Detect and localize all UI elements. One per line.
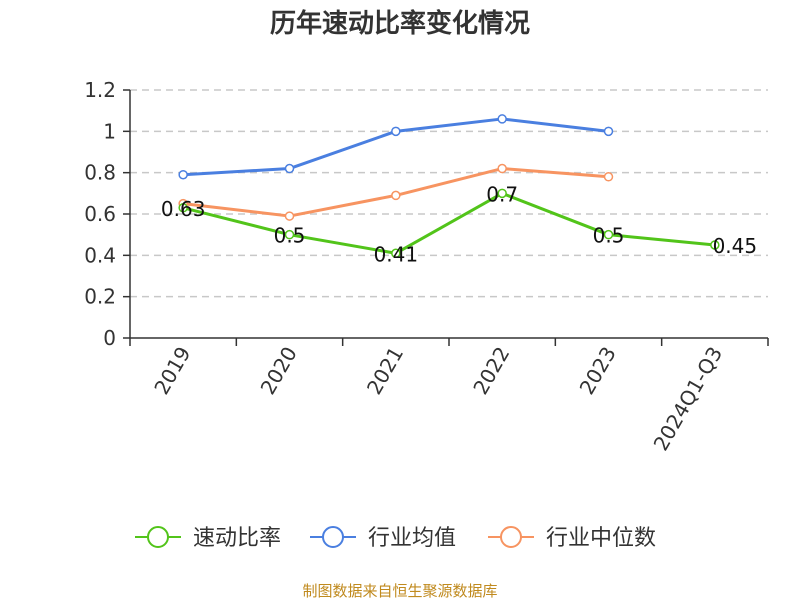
y-tick-label: 0.6 bbox=[84, 202, 116, 226]
data-point bbox=[498, 115, 506, 123]
x-tick-label: 2022 bbox=[468, 342, 514, 398]
legend-label: 行业中位数 bbox=[546, 526, 656, 551]
data-label: 0.45 bbox=[713, 234, 758, 258]
data-label: 0.7 bbox=[486, 182, 518, 206]
x-tick-label: 2023 bbox=[575, 343, 621, 399]
legend-marker bbox=[501, 527, 521, 547]
data-label: 0.5 bbox=[274, 224, 306, 248]
data-point bbox=[392, 127, 400, 135]
x-tick-label: 2021 bbox=[362, 343, 408, 399]
x-tick-label: 2019 bbox=[149, 343, 195, 399]
legend-marker bbox=[148, 527, 168, 547]
series-line bbox=[183, 193, 715, 253]
legend-marker bbox=[323, 527, 343, 547]
data-point bbox=[286, 165, 294, 173]
y-tick-label: 1 bbox=[103, 119, 116, 143]
legend: 速动比率 行业均值 行业中位数 bbox=[135, 526, 656, 551]
data-point bbox=[605, 127, 613, 135]
y-tick-label: 1.2 bbox=[84, 78, 116, 102]
data-label: 0.63 bbox=[161, 197, 206, 221]
data-label: 0.5 bbox=[593, 224, 625, 248]
data-point bbox=[179, 171, 187, 179]
axes: 0 0.2 0.4 0.6 0.8 1 1.2 2019 2020 2021 2022 2023 202… bbox=[84, 78, 768, 455]
legend-label: 速动比率 bbox=[193, 526, 281, 551]
y-tick-label: 0 bbox=[103, 326, 116, 350]
data-point bbox=[392, 191, 400, 199]
y-tick-label: 0.2 bbox=[84, 285, 116, 309]
data-point bbox=[605, 173, 613, 181]
series-layer: 0.63 0.5 0.41 0.7 0.5 0.45 bbox=[161, 115, 757, 266]
legend-label: 行业均值 bbox=[368, 526, 456, 551]
source-note: 制图数据来自恒生聚源数据库 bbox=[302, 582, 497, 600]
y-tick-label: 0.4 bbox=[84, 243, 116, 267]
data-point bbox=[286, 212, 294, 220]
y-tick-label: 0.8 bbox=[84, 161, 116, 185]
data-label: 0.41 bbox=[374, 242, 419, 266]
chart-title: 历年速动比率变化情况 bbox=[270, 8, 530, 39]
grid bbox=[130, 90, 768, 297]
chart: 历年速动比率变化情况 0 0.2 0.4 0.6 0.8 1 1.2 2019 2020 2021… bbox=[0, 0, 800, 600]
data-point bbox=[498, 165, 506, 173]
x-tick-label: 2024Q1-Q3 bbox=[648, 343, 727, 455]
x-tick-label: 2020 bbox=[256, 343, 302, 399]
